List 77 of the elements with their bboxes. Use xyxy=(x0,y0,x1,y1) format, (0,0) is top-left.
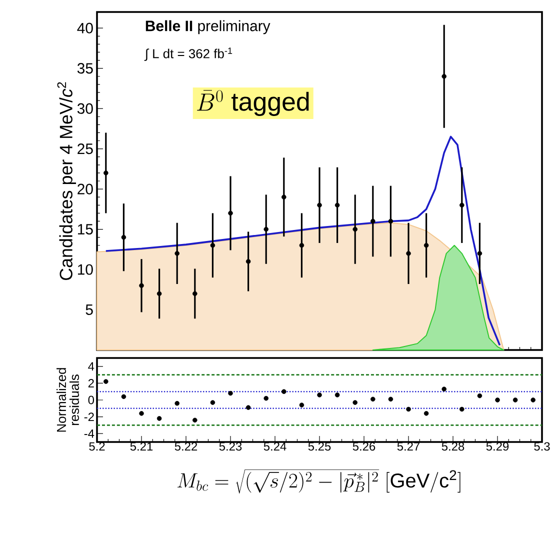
point xyxy=(246,405,251,410)
point xyxy=(460,202,464,208)
y-tick-label: 35 xyxy=(77,63,93,74)
point xyxy=(139,411,144,416)
point xyxy=(334,392,340,398)
y-tick-label: 4 xyxy=(88,362,94,371)
x-tick-label: 5.24 xyxy=(264,442,286,451)
x-tick-label: 5.23 xyxy=(219,442,242,451)
x-tick-label: 5.21 xyxy=(130,442,153,451)
point xyxy=(460,406,464,412)
point xyxy=(317,392,322,398)
point xyxy=(424,411,429,416)
point xyxy=(210,242,216,248)
annotation: $\bar{B}^{0}\ \mathrm{tagged}$ xyxy=(197,90,309,116)
point xyxy=(370,396,376,402)
y-tick-label: -4 xyxy=(84,429,94,438)
point xyxy=(388,218,394,224)
point xyxy=(264,226,268,232)
point xyxy=(174,251,180,256)
point xyxy=(424,242,429,248)
x-tick-label: 5.28 xyxy=(442,442,464,451)
point xyxy=(264,396,268,401)
point xyxy=(352,226,358,232)
point xyxy=(388,396,394,402)
y-tick-label: 40 xyxy=(77,22,93,34)
point xyxy=(512,398,518,402)
point xyxy=(495,398,500,402)
point xyxy=(210,400,216,405)
x-tick-label: 5.25 xyxy=(308,442,331,451)
y-tick-label: 2 xyxy=(88,379,94,388)
point xyxy=(228,390,233,396)
x-tick-label: 5.2 xyxy=(89,442,105,451)
point xyxy=(530,398,536,402)
point xyxy=(352,400,358,405)
point xyxy=(192,291,198,296)
point xyxy=(228,210,233,216)
point xyxy=(477,393,482,398)
point xyxy=(317,202,322,208)
point xyxy=(477,251,482,256)
y-tick-label: 25 xyxy=(78,144,93,154)
x-tick-label: 5.22 xyxy=(174,442,198,451)
x-tick-label: 5.26 xyxy=(352,442,376,451)
point xyxy=(299,242,304,248)
point xyxy=(192,418,198,423)
point xyxy=(121,394,126,400)
x-tick-label: 5.3 xyxy=(534,442,550,451)
point xyxy=(406,251,411,256)
y-tick-label: 5 xyxy=(86,304,93,315)
y-tick-label: 30 xyxy=(77,103,93,114)
point xyxy=(246,259,251,264)
point xyxy=(334,202,340,208)
point xyxy=(156,291,162,296)
point xyxy=(156,416,162,421)
annotation: Belle II preliminary xyxy=(146,20,270,34)
point xyxy=(139,283,144,288)
y-tick-label: -2 xyxy=(84,412,94,421)
point xyxy=(282,194,286,200)
y-axis-title: Candidates per 4 MeV/c$^{2}$ xyxy=(57,82,76,280)
annotation: ∫ L dt = 362 fb$^{-1}$ xyxy=(144,48,232,61)
point xyxy=(282,389,286,394)
x-tick-label: 5.27 xyxy=(397,442,420,451)
y-tick-label: 10 xyxy=(78,264,93,275)
point xyxy=(442,386,446,392)
y-axis-title: Normalized residuals xyxy=(56,368,79,432)
y-tick-label: 0 xyxy=(88,396,94,404)
point xyxy=(104,170,108,176)
x-tick-label: 5.29 xyxy=(486,442,509,451)
point xyxy=(406,406,411,412)
point xyxy=(442,74,446,79)
y-tick-label: 15 xyxy=(78,224,93,234)
point xyxy=(174,400,180,406)
point xyxy=(104,379,108,384)
x-axis-title: $M_{bc} = \sqrt{(\sqrt{s}/2)^{2} - |\vec{p}^{\,*}_{B}|^{2}}\ [\mathrm{GeV/c^{2}}]$ xyxy=(178,470,460,494)
y-tick-label: 20 xyxy=(78,184,93,194)
point xyxy=(370,218,376,224)
point xyxy=(299,402,304,408)
point xyxy=(121,234,126,240)
